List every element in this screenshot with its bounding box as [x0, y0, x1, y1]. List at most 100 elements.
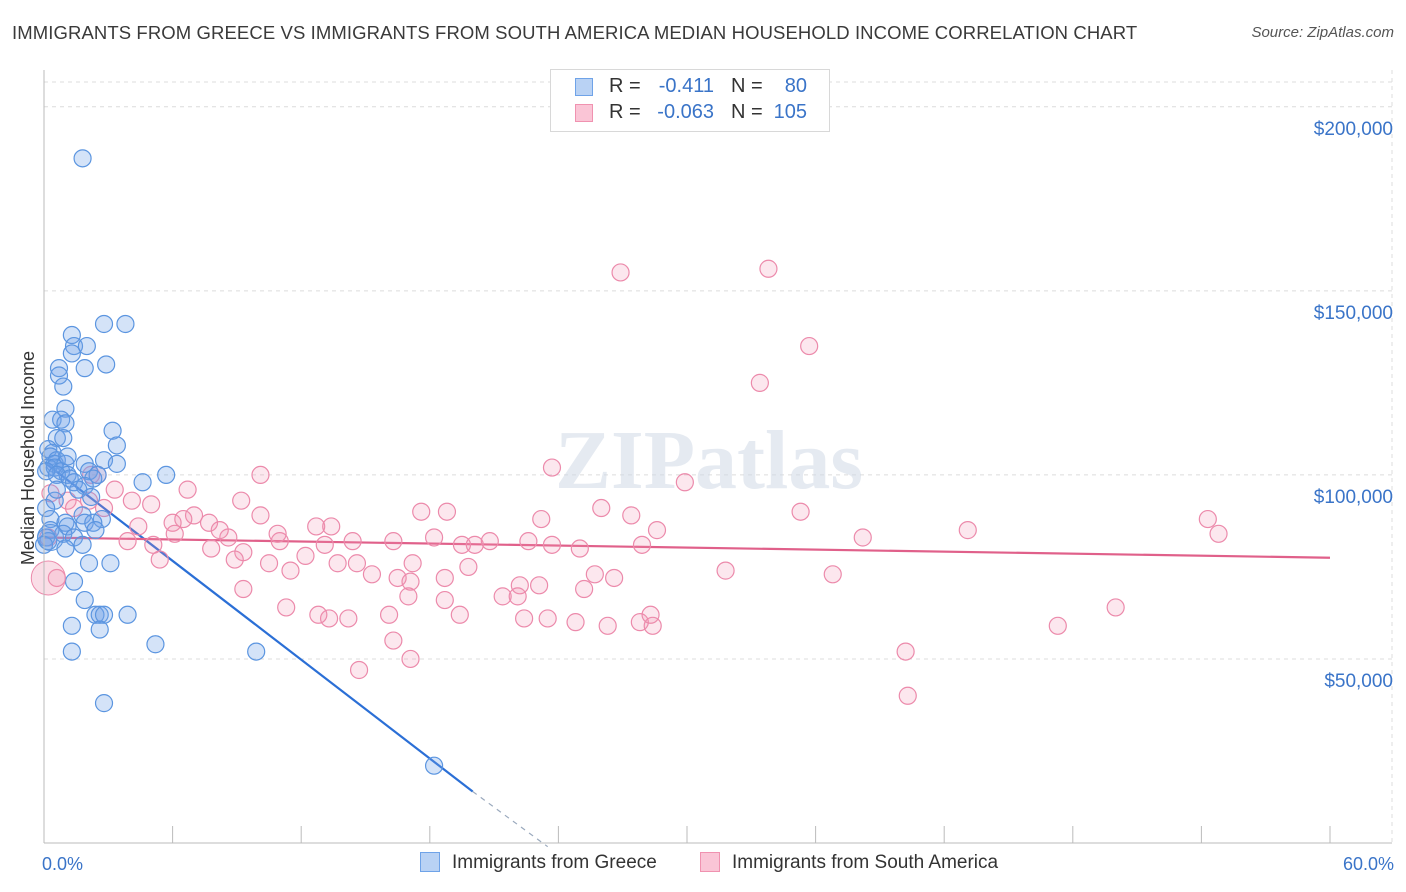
point-south-america: [566, 613, 585, 632]
point-south-america: [362, 565, 382, 584]
point-greece: [73, 149, 92, 168]
point-south-america: [232, 491, 251, 510]
point-south-america: [309, 605, 328, 624]
point-south-america: [234, 579, 253, 599]
point-south-america: [611, 263, 630, 282]
point-south-america: [105, 480, 124, 499]
point-south-america: [339, 609, 358, 628]
point-south-america: [542, 458, 562, 477]
point-south-america: [268, 524, 287, 543]
point-greece: [84, 513, 103, 532]
point-south-america: [605, 568, 624, 588]
point-greece: [146, 635, 165, 654]
y-tick-label: $100,000: [1314, 487, 1393, 508]
bottom-legend-south-america: Immigrants from South America: [700, 852, 998, 874]
data-points: [30, 149, 1228, 775]
source-label: Source: ZipAtlas.com: [1251, 24, 1394, 41]
legend-n-value: 80: [784, 75, 807, 97]
point-south-america: [716, 561, 735, 580]
point-south-america: [800, 336, 819, 356]
point-south-america: [532, 509, 551, 529]
bottom-legend-swatch-south-america: [700, 852, 720, 872]
point-south-america: [435, 590, 454, 610]
point-south-america: [379, 605, 399, 624]
point-south-america: [412, 502, 431, 521]
legend-r-value: -0.411: [658, 75, 714, 97]
point-greece: [77, 336, 96, 356]
trend-lines: [43, 461, 1331, 848]
point-south-america: [129, 517, 148, 536]
legend-box: R = -0.411 N = 80 R = -0.063 N = 105: [550, 69, 830, 132]
point-greece: [94, 605, 114, 624]
point-south-america: [281, 561, 300, 580]
point-south-america: [343, 532, 362, 551]
axes: $50,000 $100,000 $150,000 $200,000: [43, 70, 1393, 844]
point-south-america: [270, 532, 289, 551]
legend-swatch-greece: [575, 78, 593, 96]
point-south-america: [898, 686, 917, 705]
point-south-america: [401, 572, 420, 591]
point-south-america: [163, 513, 182, 532]
point-south-america: [142, 495, 161, 514]
point-greece: [133, 473, 152, 492]
point-south-america: [122, 491, 141, 510]
point-south-america: [328, 554, 347, 573]
point-south-america: [174, 509, 193, 529]
point-south-america: [519, 532, 538, 551]
point-south-america: [225, 550, 244, 569]
point-south-america: [510, 576, 529, 595]
point-south-america: [896, 642, 915, 661]
point-south-america: [958, 521, 977, 540]
point-south-america: [538, 609, 557, 628]
trend-line-south-america: [43, 536, 1331, 559]
legend-n-label: N =: [731, 75, 763, 97]
point-south-america: [459, 557, 478, 577]
point-south-america: [384, 532, 403, 551]
point-greece: [90, 620, 109, 639]
point-greece: [64, 336, 84, 356]
point-greece: [62, 325, 81, 345]
point-south-america: [823, 565, 842, 584]
point-south-america: [184, 506, 204, 525]
bottom-legend-label-south-america: Immigrants from South America: [732, 852, 999, 873]
x-tick-label-min: 0.0%: [42, 854, 83, 874]
point-greece: [56, 399, 75, 418]
point-south-america: [384, 631, 403, 650]
y-tick-label: $150,000: [1314, 303, 1393, 324]
point-greece: [62, 344, 81, 363]
point-south-america: [598, 616, 617, 635]
point-greece: [73, 506, 92, 525]
point-south-america: [118, 532, 137, 551]
point-greece: [54, 428, 73, 448]
point-greece: [94, 694, 114, 713]
legend-n-value: 105: [773, 101, 807, 123]
point-greece: [247, 642, 266, 661]
point-south-america: [401, 649, 420, 669]
legend-n-label: N =: [731, 101, 763, 123]
point-south-america: [251, 506, 270, 525]
chart-title: IMMIGRANTS FROM GREECE VS IMMIGRANTS FRO…: [12, 22, 1138, 43]
point-south-america: [150, 550, 169, 569]
point-south-america: [508, 587, 527, 606]
trend-line-greece-extension: [472, 790, 549, 848]
point-greece: [37, 462, 56, 481]
point-south-america: [315, 535, 334, 554]
point-greece-large: [36, 523, 64, 551]
point-south-america: [1048, 616, 1067, 635]
point-south-america: [1198, 509, 1217, 529]
point-south-america: [251, 465, 270, 485]
point-south-america: [403, 554, 422, 573]
point-south-america: [259, 554, 279, 573]
point-greece: [157, 465, 176, 485]
point-greece: [58, 447, 77, 466]
point-greece: [37, 498, 56, 518]
point-south-america: [643, 616, 662, 635]
point-greece: [118, 605, 137, 624]
point-south-america: [647, 521, 667, 540]
y-axis-label: Median Household Income: [18, 351, 38, 565]
x-tick-label-max: 60.0%: [1343, 854, 1394, 874]
point-south-america: [437, 502, 457, 521]
point-south-america-large: [30, 560, 66, 596]
point-greece: [62, 616, 81, 635]
point-south-america: [94, 498, 114, 518]
